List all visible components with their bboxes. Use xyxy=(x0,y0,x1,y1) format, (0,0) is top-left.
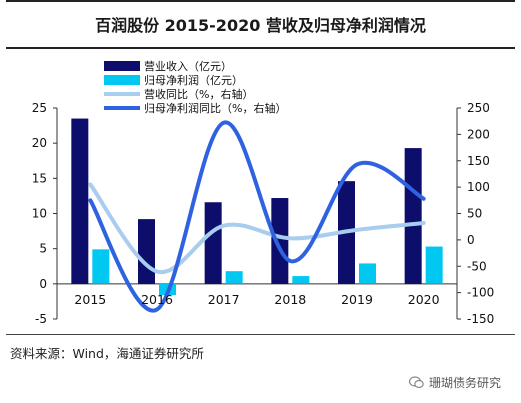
profit-bar xyxy=(92,249,110,284)
legend-label: 归母净利润同比（%，右轴） xyxy=(144,101,286,115)
profit-bar xyxy=(225,271,243,284)
y-right-tick-label: -100 xyxy=(467,286,494,300)
revenue-bar xyxy=(138,219,155,284)
revenue-yoy-line xyxy=(88,182,426,275)
revenue-bar xyxy=(71,118,89,284)
wechat-icon xyxy=(408,376,424,389)
x-tick-label: 2019 xyxy=(341,292,373,307)
y-right-tick-label: 150 xyxy=(467,154,490,168)
x-tick-label: 2015 xyxy=(74,292,106,307)
y-right-tick-label: 50 xyxy=(467,207,482,221)
profit-bar xyxy=(425,246,443,284)
watermark-label: 珊瑚债务研究 xyxy=(428,376,501,390)
x-tick-label: 2016 xyxy=(141,292,173,307)
y-left-tick-label: 0 xyxy=(39,277,47,291)
legend-swatch xyxy=(104,75,140,85)
bottom-rule xyxy=(6,334,515,335)
y-right-tick-label: 0 xyxy=(467,233,475,247)
profit-bar xyxy=(292,276,310,284)
y-right-tick-label: -50 xyxy=(467,259,487,273)
x-tick-label: 2018 xyxy=(274,292,306,307)
y-left-tick-label: -5 xyxy=(35,312,47,326)
top-rule xyxy=(6,0,515,2)
legend-label: 营收同比（%，右轴） xyxy=(144,87,253,101)
x-tick-label: 2020 xyxy=(408,292,440,307)
y-right-tick-label: -150 xyxy=(467,312,494,326)
revenue-bar xyxy=(204,202,222,284)
x-tick-label: 2017 xyxy=(208,292,240,307)
legend-label: 归母净利润（亿元） xyxy=(144,73,243,87)
chart-title: 百润股份 2015-2020 营收及归母净利润情况 xyxy=(95,16,426,35)
legend: 营业收入（亿元）归母净利润（亿元）营收同比（%，右轴）归母净利润同比（%，右轴） xyxy=(104,59,286,115)
title-area: 百润股份 2015-2020 营收及归母净利润情况 xyxy=(0,0,521,49)
legend-swatch xyxy=(104,61,140,71)
title-rule xyxy=(6,47,515,49)
y-right-tick-label: 200 xyxy=(467,127,490,141)
revenue-bar xyxy=(271,198,289,284)
profit-yoy-line xyxy=(88,120,426,313)
y-left-tick-label: 15 xyxy=(32,171,47,185)
combo-chart: -50510152025-150-100-5005010015020025020… xyxy=(32,59,495,326)
y-left-tick-label: 10 xyxy=(32,207,47,221)
y-left-tick-label: 20 xyxy=(32,136,47,150)
source-note: 资料来源：Wind，海通证券研究所 xyxy=(10,346,204,361)
legend-label: 营业收入（亿元） xyxy=(144,59,232,73)
watermark: 珊瑚债务研究 xyxy=(408,374,501,391)
revenue-bar xyxy=(404,148,422,284)
profit-bar xyxy=(359,263,376,284)
y-right-tick-label: 100 xyxy=(467,180,490,194)
y-right-tick-label: 250 xyxy=(467,101,490,115)
y-left-tick-label: 25 xyxy=(32,101,47,115)
y-left-tick-label: 5 xyxy=(39,242,47,256)
